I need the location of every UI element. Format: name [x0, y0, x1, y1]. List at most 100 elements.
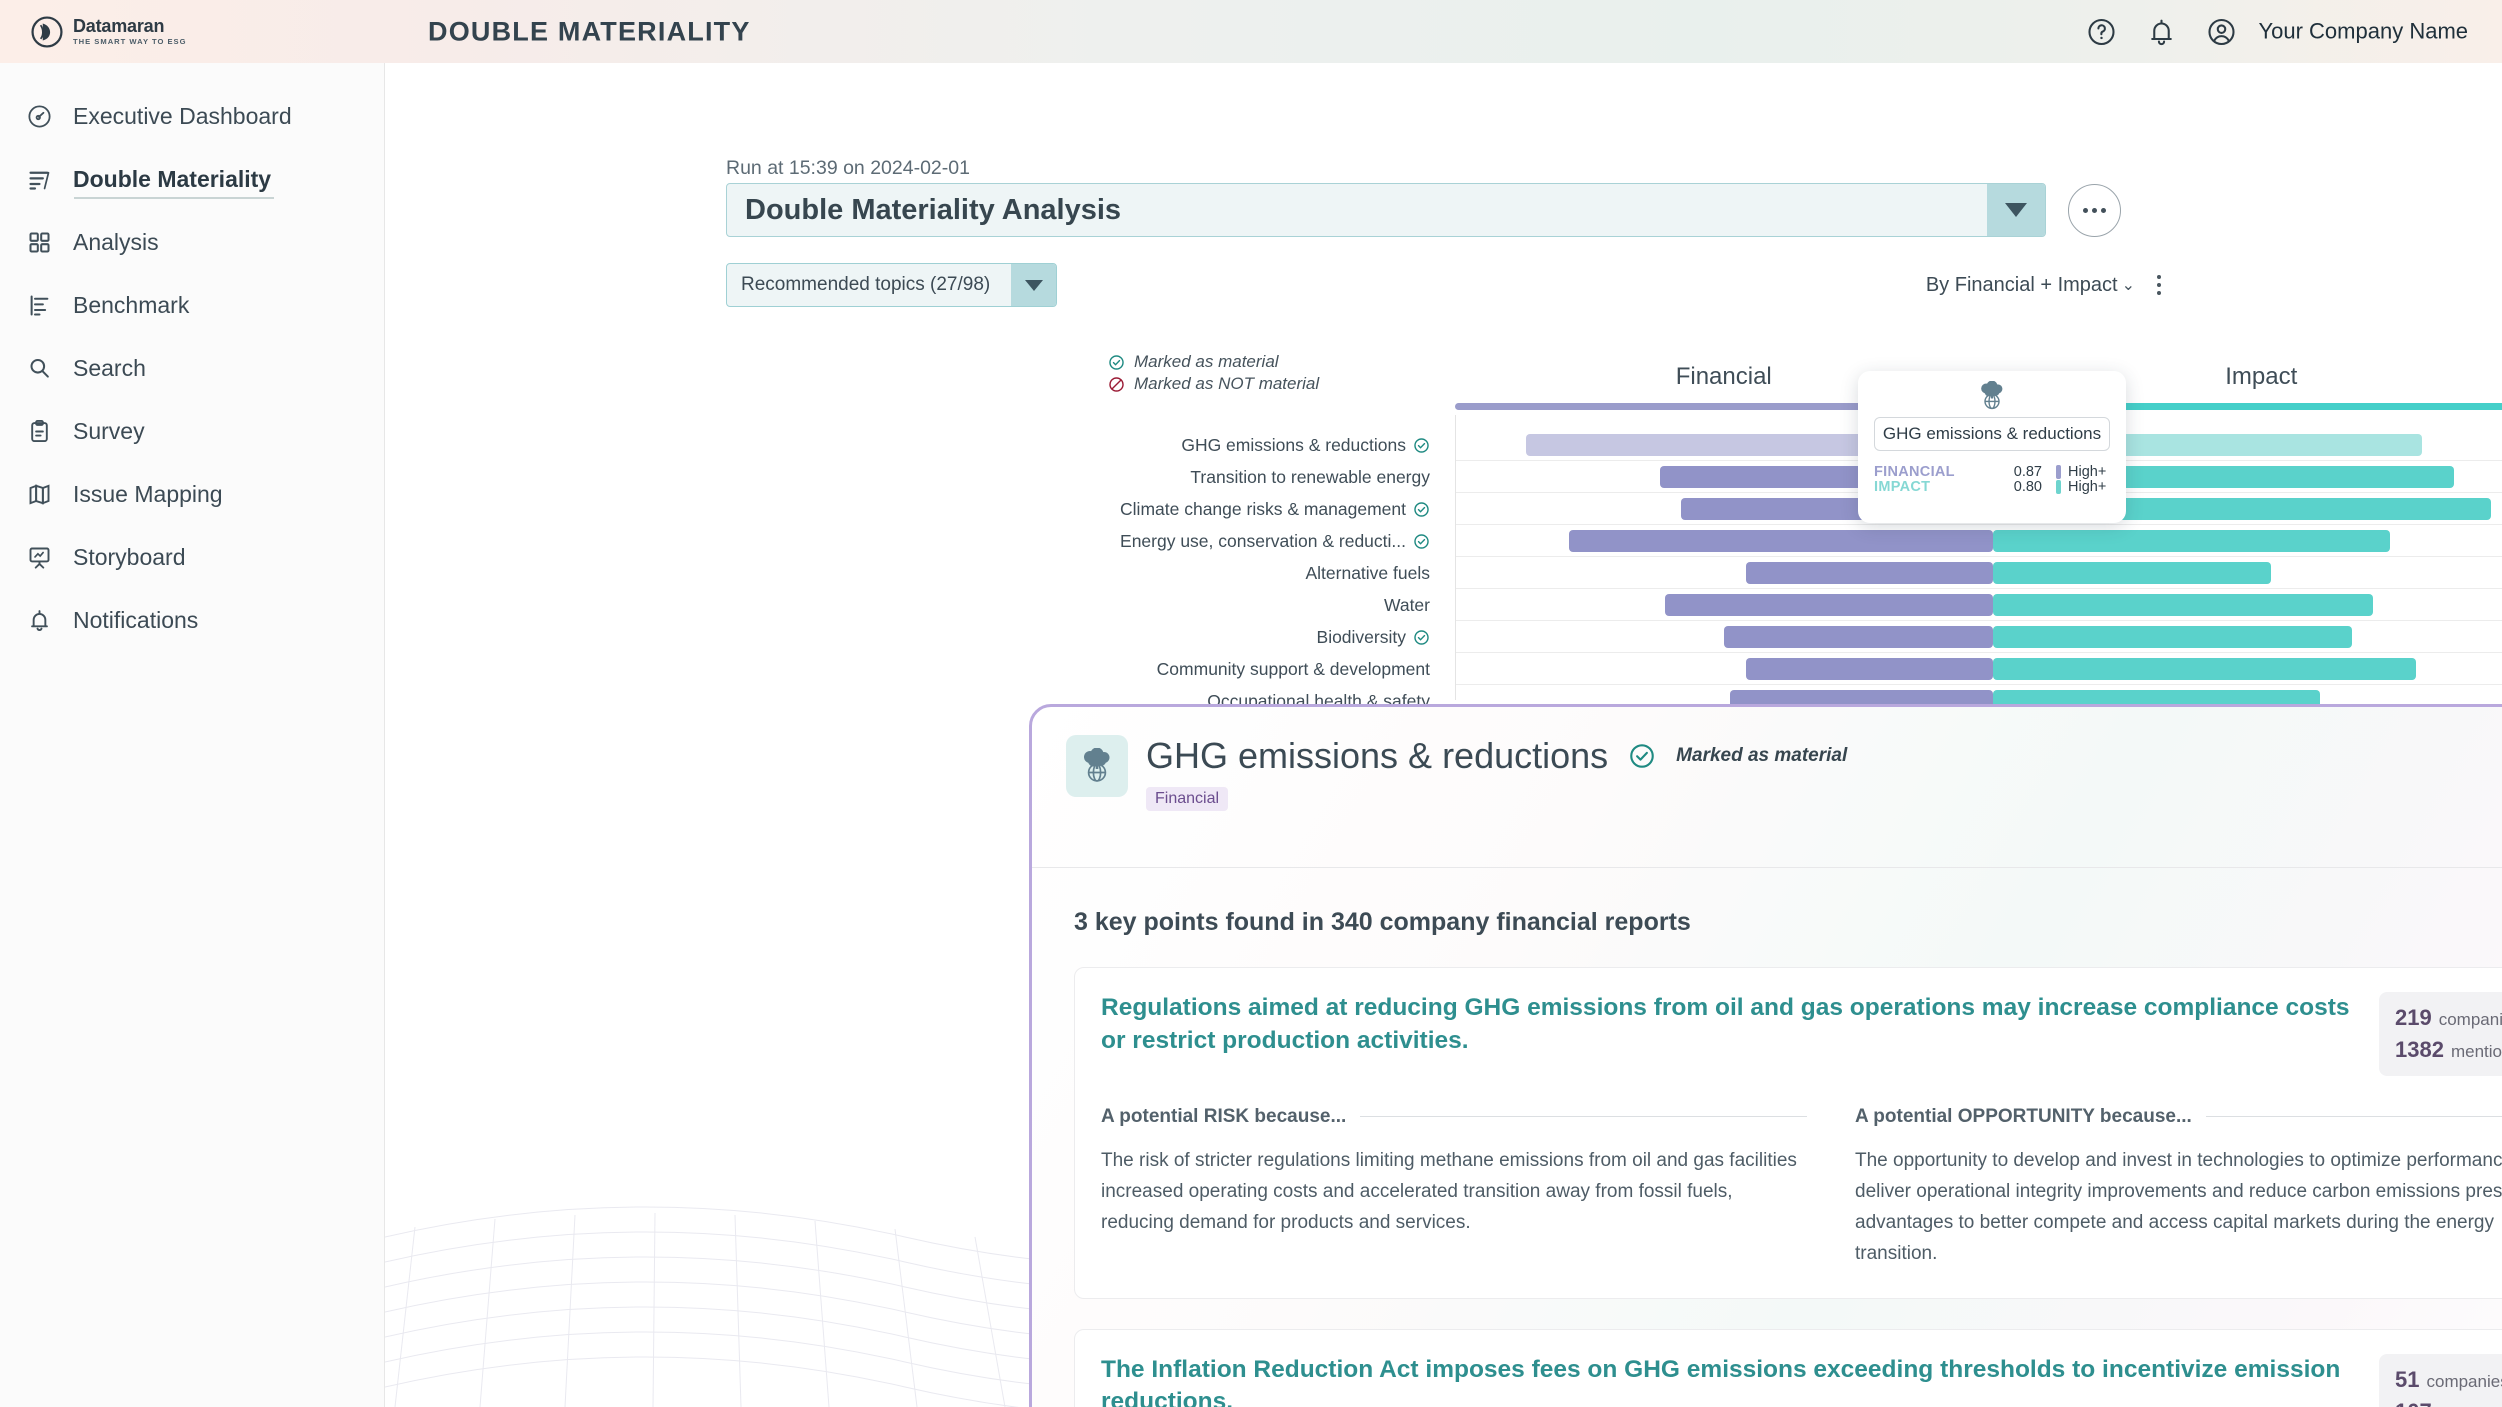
- stat-mentions: 107 mentions: [2395, 1396, 2502, 1407]
- keypoint-card[interactable]: Regulations aimed at reducing GHG emissi…: [1074, 967, 2502, 1299]
- modal-keypoints-heading: 3 key points found in 340 company financ…: [1074, 908, 1691, 936]
- sidebar-item-storyboard[interactable]: Storyboard: [0, 526, 384, 589]
- modal-topic-icon-wrap: [1066, 735, 1128, 797]
- grid-squares-icon: [29, 232, 50, 253]
- sort-label: By Financial + Impact: [1925, 273, 2118, 296]
- sidebar-item-label: Double Materiality: [73, 166, 272, 192]
- chart-category-label-row[interactable]: Alternative fuels: [1085, 557, 1430, 589]
- legend-item-material: Marked as material: [1108, 351, 1319, 373]
- chevron-down-icon: [2005, 203, 2027, 217]
- tooltip-rating-chip: [2056, 464, 2061, 479]
- stat-companies: 219 companies: [2395, 1002, 2502, 1034]
- check-circle-icon: [1109, 354, 1124, 370]
- sidebar-item-double-materiality[interactable]: Double Materiality: [0, 148, 384, 211]
- axis-bar-financial: [1455, 403, 1991, 410]
- check-circle-icon: [1630, 744, 1654, 768]
- check-circle-icon: [1414, 501, 1429, 517]
- gauge-icon: [28, 105, 51, 128]
- chart-category-label-row[interactable]: Transition to renewable energy: [1085, 461, 1430, 493]
- chart-row[interactable]: [1456, 658, 2502, 680]
- opportunity-text: The opportunity to develop and invest in…: [1855, 1149, 2502, 1264]
- bar-financial[interactable]: [1568, 530, 1993, 552]
- bar-impact[interactable]: [1992, 658, 2417, 680]
- chart-category-label-row[interactable]: Community support & development: [1085, 653, 1430, 685]
- chart-row[interactable]: [1456, 530, 2502, 552]
- chart-category-label-row[interactable]: Water: [1085, 589, 1430, 621]
- sidebar-item-benchmark[interactable]: Benchmark: [0, 274, 384, 337]
- bar-financial[interactable]: [1665, 594, 1993, 616]
- bar-impact[interactable]: [1992, 626, 2352, 648]
- chart-row[interactable]: [1456, 562, 2502, 584]
- chart-category-label: Biodiversity: [1316, 626, 1406, 647]
- sidebar-item-label: Storyboard: [73, 544, 186, 570]
- bar-impact[interactable]: [1992, 594, 2374, 616]
- bar-financial[interactable]: [1724, 626, 1993, 648]
- tooltip-topic-name: GHG emissions & reductions: [1874, 417, 2110, 451]
- companies-label: companies: [2438, 1010, 2502, 1029]
- chart-options-button[interactable]: [2157, 275, 2161, 295]
- risk-text: The risk of stricter regulations limitin…: [1101, 1149, 1797, 1233]
- tooltip-label: FINANCIAL: [1874, 463, 1955, 480]
- bar-financial[interactable]: [1745, 658, 1993, 680]
- sort-controls: By Financial + Impact ⌄: [1926, 274, 2161, 297]
- filter-row: Recommended topics (27/98) By Financial …: [726, 263, 2161, 307]
- chart-category-label-row[interactable]: Biodiversity: [1085, 621, 1430, 653]
- chart-category-label: Water: [1383, 594, 1430, 615]
- dot: [2083, 207, 2088, 213]
- bar-impact[interactable]: [1992, 562, 2272, 584]
- dot: [2092, 207, 2097, 213]
- chart-category-label: Transition to renewable energy: [1190, 466, 1430, 487]
- tooltip-rating-chip: [2056, 479, 2061, 494]
- mentions-count: 1382: [2395, 1036, 2444, 1062]
- datamaran-logo-icon: [31, 15, 63, 48]
- brand-name: Datamaran: [73, 16, 165, 37]
- run-timestamp: Run at 15:39 on 2024-02-01: [726, 157, 970, 179]
- legend-label: Marked as NOT material: [1134, 374, 1320, 393]
- chart-category-label-row[interactable]: Climate change risks & management: [1085, 493, 1430, 525]
- chart-legend: Marked as material Marked as NOT materia…: [1108, 351, 1319, 395]
- sidebar: Executive Dashboard Double Materiality A…: [0, 63, 385, 1407]
- sidebar-item-issue-mapping[interactable]: Issue Mapping: [0, 463, 384, 526]
- chart-axis-header: Financial Impact: [1455, 363, 2502, 410]
- analysis-more-button[interactable]: [2068, 183, 2121, 237]
- sidebar-item-executive-dashboard[interactable]: Executive Dashboard: [0, 85, 384, 148]
- chart-row[interactable]: [1456, 594, 2502, 616]
- topics-filter-caret[interactable]: [1011, 264, 1057, 306]
- check-circle-icon: [1414, 629, 1429, 645]
- brand-tagline: THE SMART WAY TO ESG: [73, 37, 187, 47]
- account-circle-icon[interactable]: [2206, 16, 2237, 47]
- dot: [2157, 283, 2161, 287]
- bell-icon: [31, 610, 48, 631]
- check-circle-icon: [1414, 533, 1429, 549]
- sidebar-item-survey[interactable]: Survey: [0, 400, 384, 463]
- keypoint-title: The Inflation Reduction Act imposes fees…: [1101, 1355, 2341, 1407]
- bar-financial[interactable]: [1745, 562, 1993, 584]
- chart-category-label: Community support & development: [1156, 658, 1430, 679]
- presentation-icon: [29, 547, 50, 569]
- keypoint-stats: 51 companies 107 mentions: [2379, 1353, 2502, 1407]
- mentions-label: mentions: [2450, 1041, 2502, 1061]
- company-name[interactable]: Your Company Name: [2258, 18, 2468, 44]
- companies-count: 51: [2395, 1366, 2420, 1392]
- chart-tooltip: GHG emissions & reductions FINANCIAL 0.8…: [1858, 371, 2126, 523]
- sidebar-item-notifications[interactable]: Notifications: [0, 589, 384, 652]
- sort-dropdown[interactable]: By Financial + Impact ⌄: [1926, 274, 2135, 297]
- topics-filter-select[interactable]: Recommended topics (27/98): [726, 263, 1058, 307]
- brand-logo[interactable]: Datamaran THE SMART WAY TO ESG: [30, 15, 187, 49]
- analysis-select-caret[interactable]: [1987, 184, 2045, 236]
- help-circle-icon[interactable]: [2086, 16, 2117, 47]
- keypoint-card[interactable]: The Inflation Reduction Act imposes fees…: [1074, 1328, 2502, 1407]
- bar-impact[interactable]: [1992, 530, 2390, 552]
- bell-icon[interactable]: [2146, 16, 2177, 47]
- chevron-down-icon: ⌄: [2121, 277, 2135, 294]
- companies-label: companies: [2426, 1371, 2502, 1391]
- analysis-select[interactable]: Double Materiality Analysis: [726, 183, 2046, 237]
- chart-category-label-row[interactable]: GHG emissions & reductions: [1085, 429, 1430, 461]
- chart-category-label-row[interactable]: Energy use, conservation & reducti...: [1085, 525, 1430, 557]
- sidebar-item-analysis[interactable]: Analysis: [0, 211, 384, 274]
- sidebar-item-search[interactable]: Search: [0, 337, 384, 400]
- globe-tree-icon: [1981, 381, 2003, 410]
- no-entry-icon: [1109, 376, 1124, 392]
- chart-row[interactable]: [1456, 626, 2502, 648]
- mentions-label: mentions: [2439, 1402, 2502, 1407]
